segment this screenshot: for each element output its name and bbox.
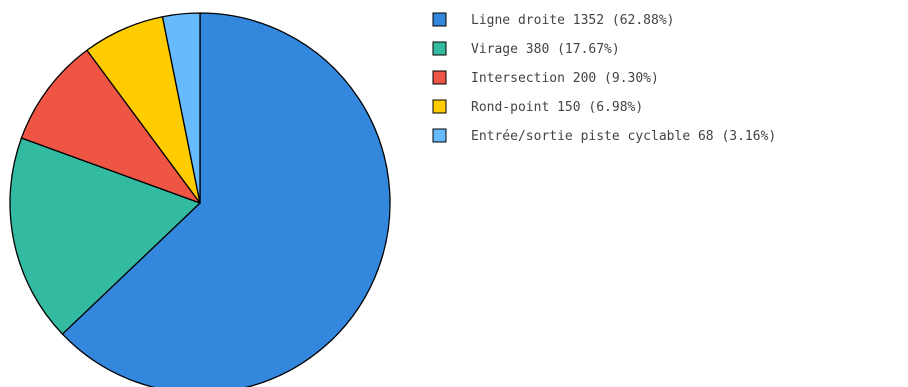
legend-label: Virage 380 (17.67%) [471, 42, 620, 57]
pie-slice-0 [61, 12, 391, 387]
legend-label: Intersection 200 (9.30%) [471, 71, 659, 86]
legend-label: Entrée/sortie piste cyclable 68 (3.16%) [471, 129, 776, 144]
legend-swatch [432, 70, 447, 85]
legend-swatch [432, 12, 447, 27]
legend-swatch [432, 99, 447, 114]
pie-slice-1 [9, 137, 201, 335]
legend-item: Ligne droite 1352 (62.88%) [432, 12, 675, 28]
legend-item: Virage 380 (17.67%) [432, 41, 620, 57]
legend-item: Intersection 200 (9.30%) [432, 70, 659, 86]
legend-label: Rond-point 150 (6.98%) [471, 100, 643, 115]
legend-label: Ligne droite 1352 (62.88%) [471, 13, 675, 28]
pie-slice-2 [20, 49, 201, 204]
legend-swatch [432, 41, 447, 56]
legend-item: Entrée/sortie piste cyclable 68 (3.16%) [432, 128, 776, 144]
legend-item: Rond-point 150 (6.98%) [432, 99, 643, 115]
legend: Ligne droite 1352 (62.88%) Virage 380 (1… [432, 12, 776, 144]
pie-slices [9, 12, 391, 387]
pie-slice-4 [161, 12, 201, 204]
legend-swatch [432, 128, 447, 143]
